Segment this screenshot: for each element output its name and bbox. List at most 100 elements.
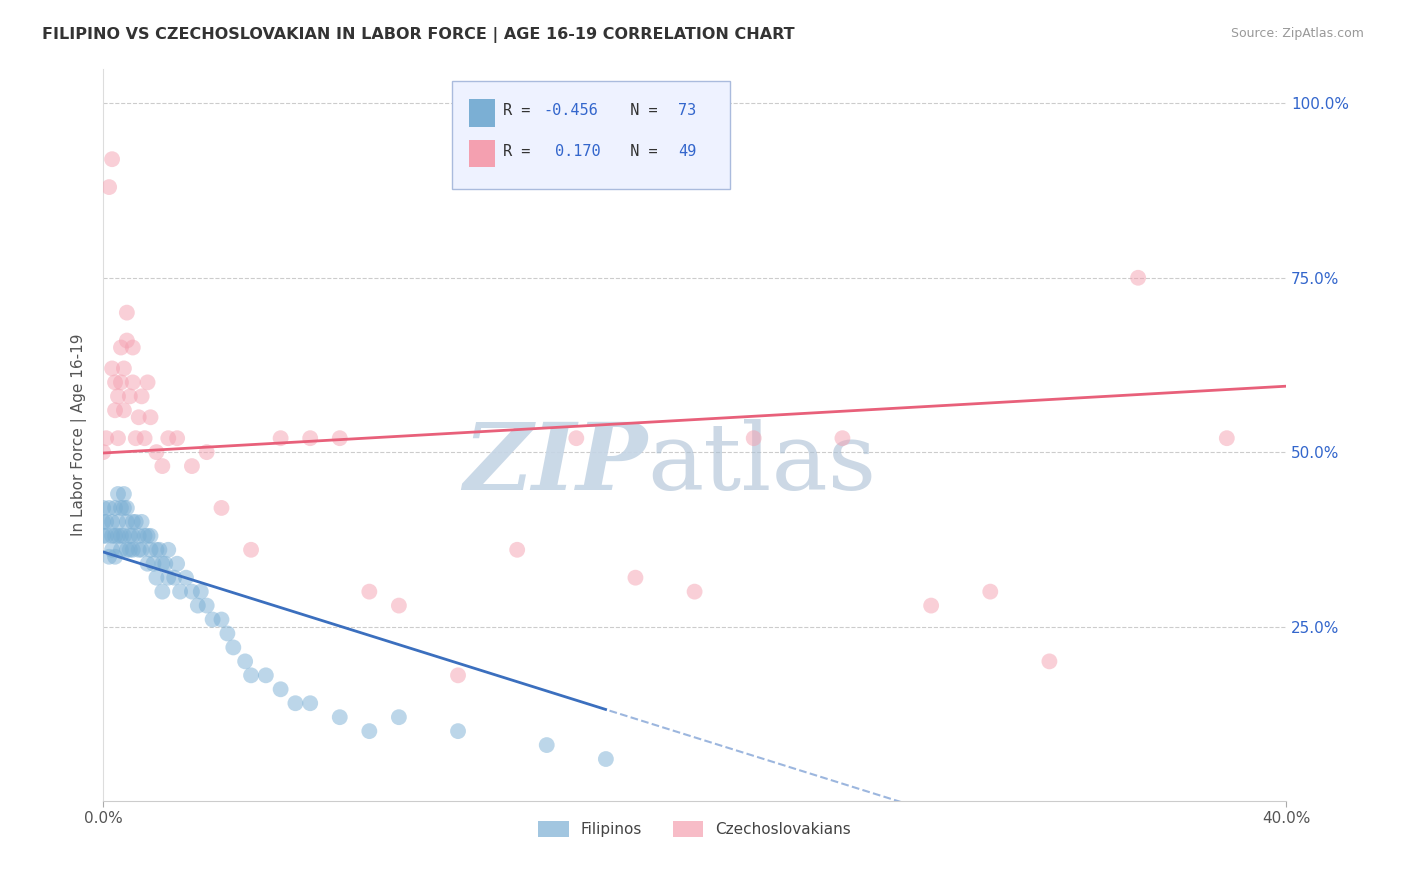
Point — [145, 571, 167, 585]
Point — [139, 529, 162, 543]
Point — [101, 152, 124, 166]
Text: R =: R = — [503, 144, 548, 159]
Point — [107, 487, 129, 501]
Point — [920, 599, 942, 613]
Point — [121, 515, 143, 529]
Point — [299, 696, 322, 710]
Text: FILIPINO VS CZECHOSLOVAKIAN IN LABOR FORCE | AGE 16-19 CORRELATION CHART: FILIPINO VS CZECHOSLOVAKIAN IN LABOR FOR… — [42, 27, 794, 43]
Point — [329, 710, 352, 724]
Point — [104, 376, 127, 390]
Point — [240, 668, 263, 682]
Point — [104, 549, 127, 564]
Point — [104, 500, 127, 515]
Point — [1216, 431, 1239, 445]
Point — [96, 529, 118, 543]
Point — [118, 542, 141, 557]
Text: -0.456: -0.456 — [543, 103, 598, 119]
Point — [110, 500, 132, 515]
Text: 49: 49 — [678, 144, 696, 159]
Point — [112, 403, 135, 417]
Point — [107, 431, 129, 445]
Point — [201, 613, 224, 627]
Point — [217, 626, 239, 640]
Point — [110, 376, 132, 390]
Point — [139, 542, 162, 557]
Point — [155, 557, 177, 571]
Point — [98, 500, 121, 515]
Point — [180, 584, 202, 599]
Point — [150, 557, 173, 571]
Point — [110, 341, 132, 355]
Point — [742, 431, 765, 445]
Point — [145, 445, 167, 459]
Point — [187, 599, 209, 613]
Point — [118, 529, 141, 543]
Point — [1038, 654, 1060, 668]
Point — [240, 542, 263, 557]
Point — [447, 724, 470, 739]
Point — [125, 431, 148, 445]
Point — [1126, 270, 1149, 285]
Point — [91, 529, 114, 543]
Point — [190, 584, 212, 599]
Point — [136, 376, 159, 390]
Point — [595, 752, 617, 766]
Point — [195, 445, 218, 459]
Y-axis label: In Labor Force | Age 16-19: In Labor Force | Age 16-19 — [72, 334, 87, 536]
Point — [128, 529, 150, 543]
Point — [157, 542, 180, 557]
Point — [110, 529, 132, 543]
Point — [101, 361, 124, 376]
Point — [115, 515, 138, 529]
Point — [163, 571, 186, 585]
Point — [166, 557, 188, 571]
Point — [166, 431, 188, 445]
Point — [157, 431, 180, 445]
Point — [98, 549, 121, 564]
Point — [299, 431, 322, 445]
Text: atlas: atlas — [647, 419, 876, 509]
Point — [211, 500, 233, 515]
Point — [270, 682, 292, 697]
Point — [174, 571, 197, 585]
Point — [107, 389, 129, 403]
Point — [195, 599, 218, 613]
Text: N =: N = — [612, 103, 666, 119]
Text: Source: ZipAtlas.com: Source: ZipAtlas.com — [1230, 27, 1364, 40]
Point — [115, 500, 138, 515]
Point — [136, 529, 159, 543]
Point — [121, 529, 143, 543]
Point — [101, 529, 124, 543]
Point — [169, 584, 191, 599]
Point — [134, 529, 156, 543]
Point — [150, 459, 173, 474]
Point — [104, 403, 127, 417]
Point — [536, 738, 558, 752]
Text: N =: N = — [612, 144, 666, 159]
Point — [112, 529, 135, 543]
Point — [131, 515, 153, 529]
Point — [118, 389, 141, 403]
Point — [157, 571, 180, 585]
Point — [131, 389, 153, 403]
Point — [359, 584, 381, 599]
Point — [115, 334, 138, 348]
Point — [121, 341, 143, 355]
Point — [447, 668, 470, 682]
Text: R =: R = — [503, 103, 540, 119]
Point — [128, 410, 150, 425]
Point — [148, 542, 170, 557]
Point — [91, 500, 114, 515]
Point — [112, 361, 135, 376]
Point — [284, 696, 307, 710]
Text: 0.170: 0.170 — [555, 144, 600, 159]
Point — [115, 542, 138, 557]
Point — [91, 515, 114, 529]
Point — [683, 584, 706, 599]
Point — [110, 542, 132, 557]
Point — [359, 724, 381, 739]
Point — [98, 180, 121, 194]
Point — [112, 500, 135, 515]
Point — [134, 431, 156, 445]
Point — [329, 431, 352, 445]
